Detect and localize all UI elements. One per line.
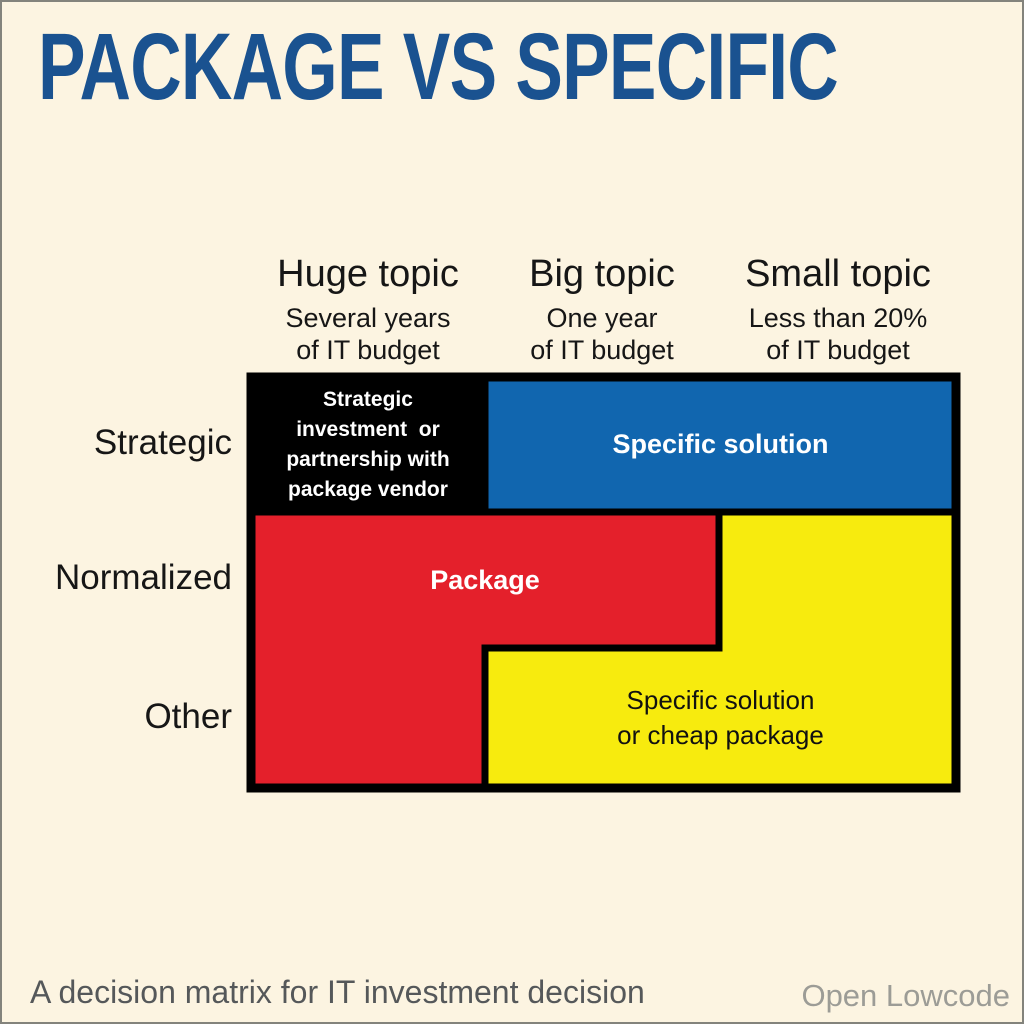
column-header-sublabel: Several years of IT budget — [285, 302, 451, 366]
matrix-outer-border — [246, 372, 961, 793]
footer-caption: A decision matrix for IT investment deci… — [30, 974, 645, 1010]
column-header-huge-topic: Huge topic Several years of IT budget — [238, 253, 498, 367]
cell-label-strategic-partnership: Strategic investment or partnership with… — [286, 387, 450, 501]
cell-label-package: Package — [430, 564, 540, 595]
column-header-label: Huge topic — [277, 253, 459, 295]
column-header-small-topic: Small topic Less than 20% of IT budget — [708, 253, 968, 367]
row-label-strategic: Strategic — [93, 423, 232, 462]
cell-label-specific-solution: Specific solution — [612, 429, 829, 459]
page-title: PACKAGE VS SPECIFIC — [38, 14, 839, 120]
column-header-sublabel: One year of IT budget — [530, 302, 674, 366]
column-header-sublabel: Less than 20% of IT budget — [748, 302, 928, 366]
column-header-label: Big topic — [529, 253, 675, 295]
column-header-label: Small topic — [745, 253, 931, 295]
cell-label-specific-or-cheap-package: Specific solution or cheap package — [617, 685, 824, 750]
brand-credit: Open Lowcode — [801, 978, 1010, 1013]
row-label-other: Other — [144, 697, 232, 736]
row-label-normalized: Normalized — [55, 558, 232, 597]
column-header-big-topic: Big topic One year of IT budget — [472, 253, 732, 367]
decision-matrix: Strategic investment or partnership with… — [246, 372, 961, 793]
matrix-shapes — [246, 372, 961, 793]
